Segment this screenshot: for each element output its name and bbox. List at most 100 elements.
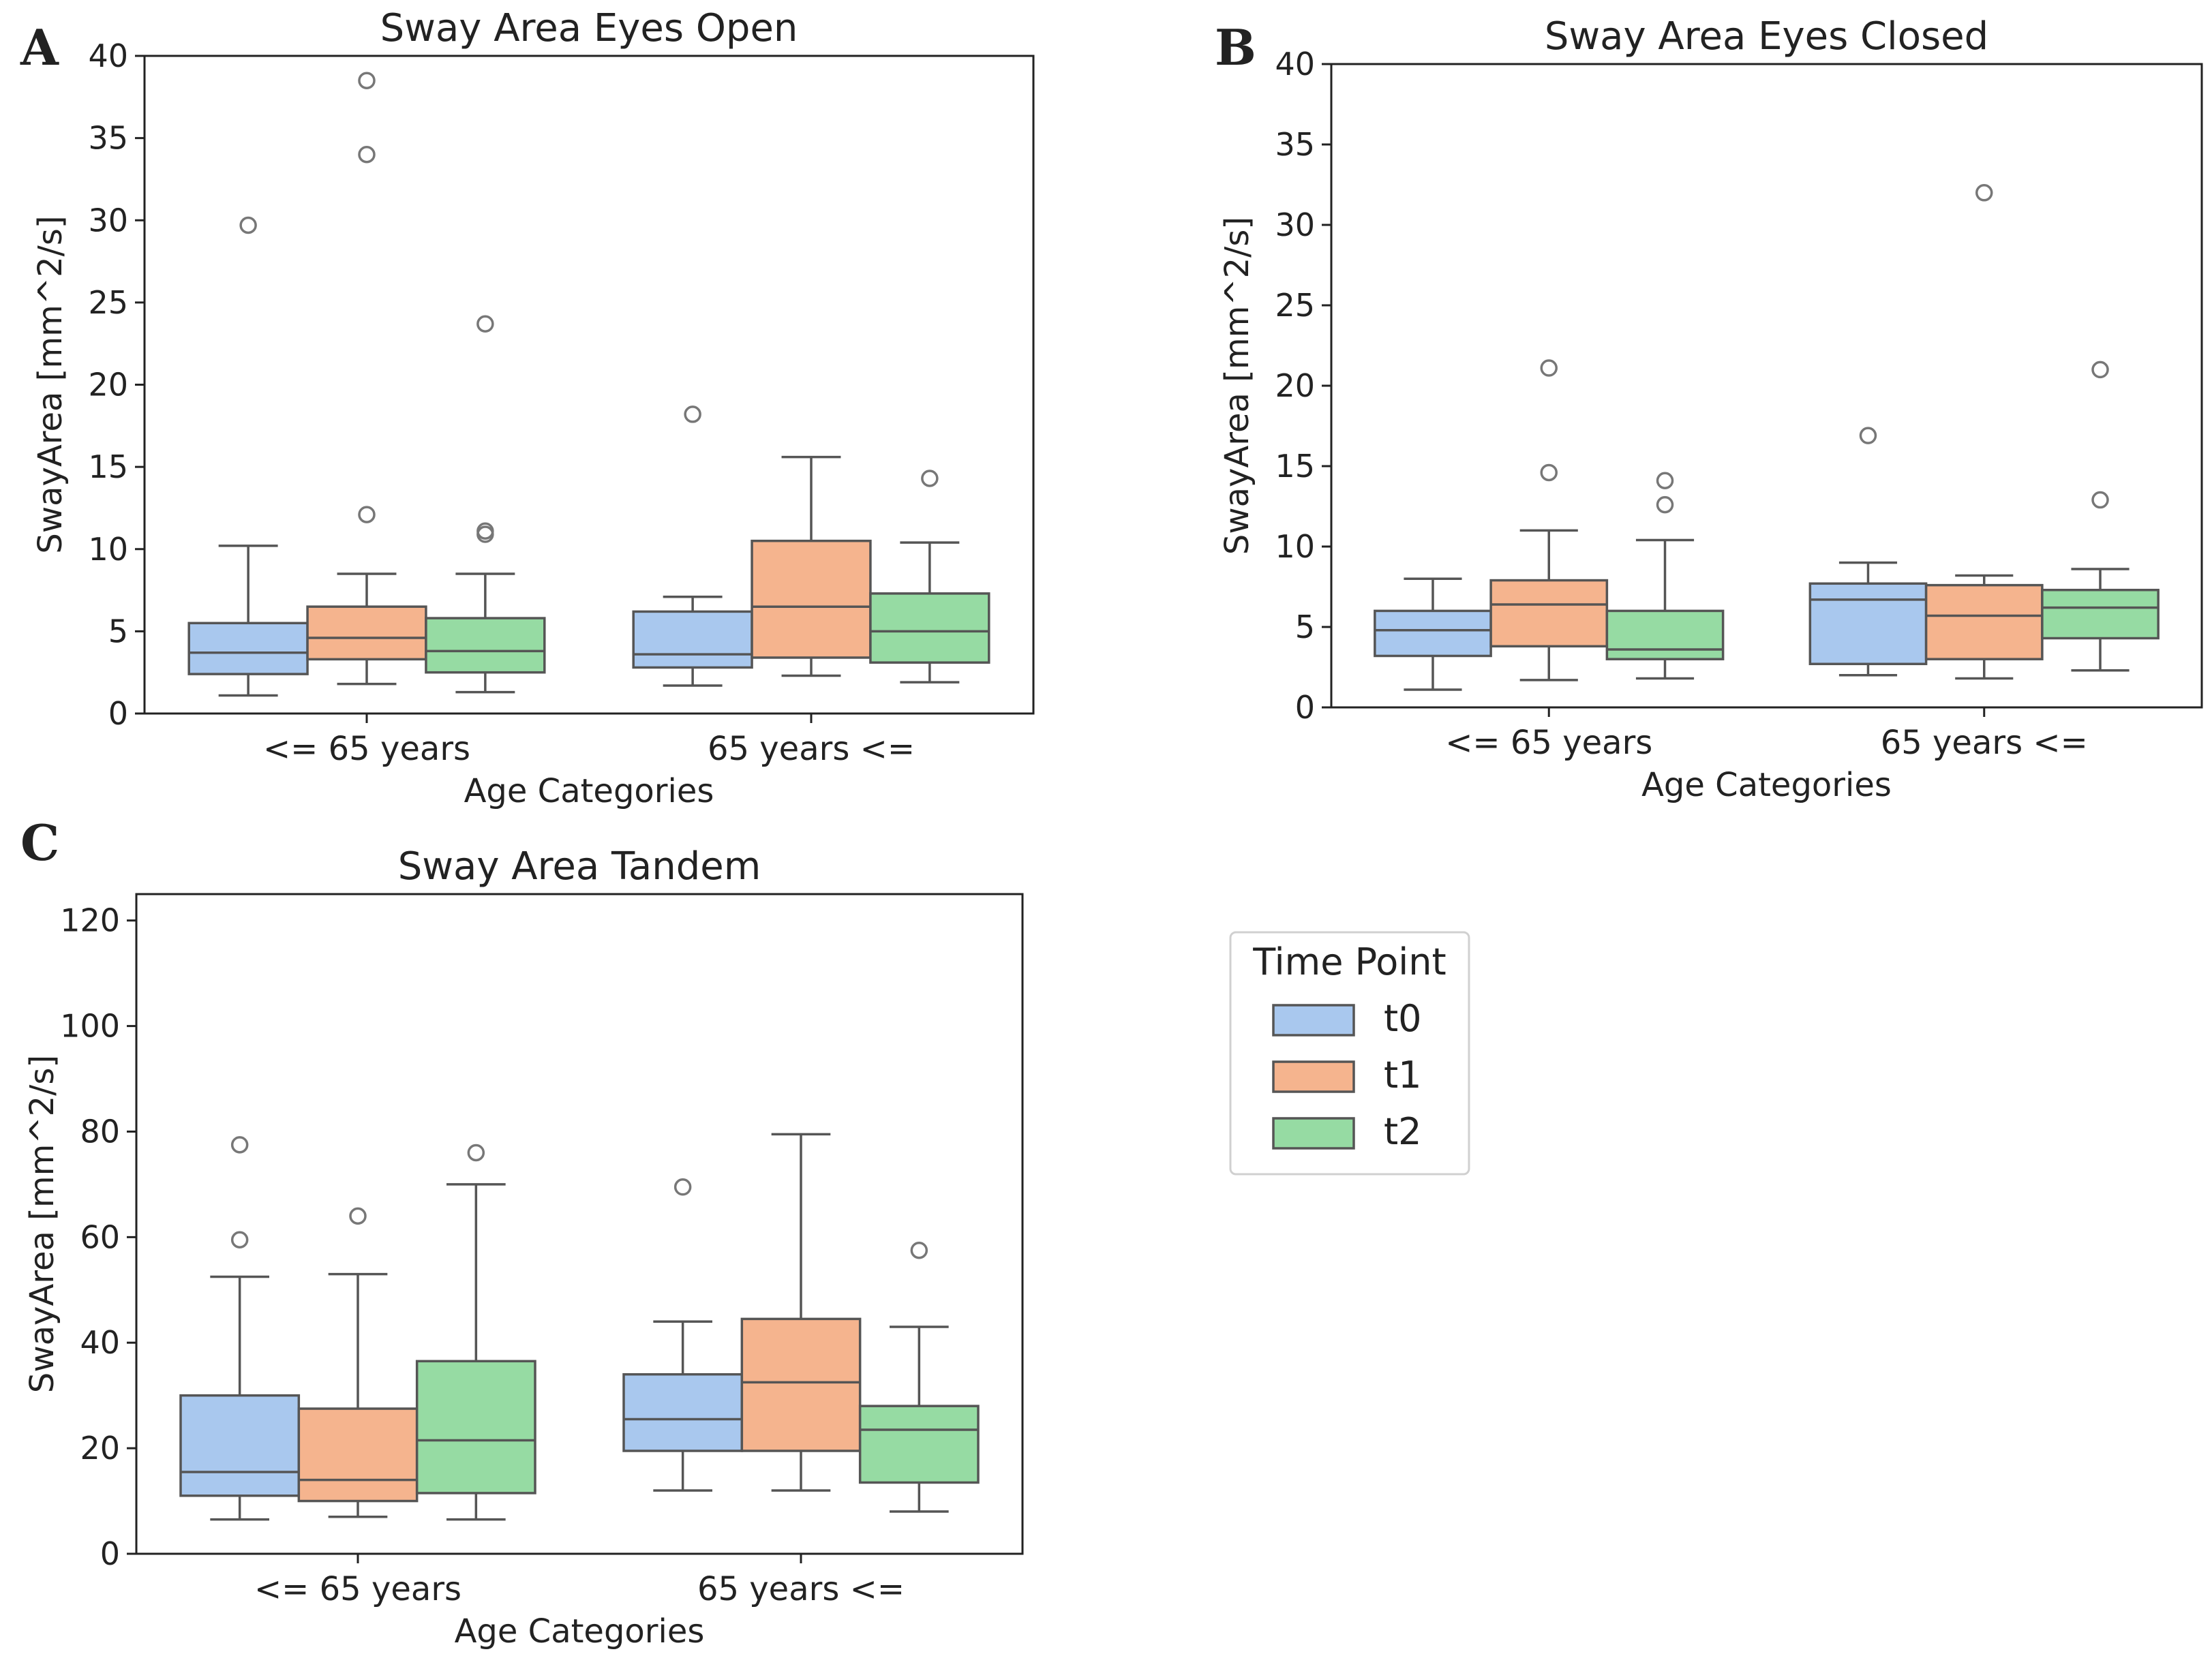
legend-item-t0: t0 <box>1272 997 1422 1040</box>
panel-letter: C <box>20 814 59 872</box>
chart-title: Sway Area Eyes Open <box>380 6 798 50</box>
y-tick-label: 20 <box>1275 367 1315 404</box>
box-iqr <box>2041 588 2160 640</box>
y-tick-label: 25 <box>1275 287 1315 324</box>
box-iqr <box>1924 583 2044 660</box>
box-t1-group-0 <box>1489 359 1609 681</box>
box-iqr <box>1605 609 1725 660</box>
legend-item-t1: t1 <box>1272 1054 1422 1097</box>
plot-frame <box>135 893 1024 1555</box>
chart-panel-a: A Sway Area Eyes Open 0 5 10 15 20 25 30 35 40 <= 6… <box>20 6 1035 810</box>
box-iqr <box>1489 579 1609 648</box>
outlier-point <box>1656 472 1674 489</box>
legend-label: t1 <box>1384 1054 1422 1097</box>
y-tick-label: 0 <box>1295 689 1315 726</box>
outlier-point <box>921 470 939 487</box>
legend-swatch <box>1272 1060 1355 1093</box>
box-iqr <box>425 617 546 674</box>
box-t2-group-0 <box>1605 472 1725 680</box>
box-iqr <box>1808 582 1928 666</box>
y-tick-label: 40 <box>88 37 128 74</box>
legend-title: Time Point <box>1252 940 1446 983</box>
y-tick-label: 35 <box>88 120 128 157</box>
y-axis-label: SwayArea [mm^2/s] <box>23 1055 61 1393</box>
chart-title: Sway Area Tandem <box>398 844 761 889</box>
box-iqr <box>858 1405 980 1484</box>
y-tick-label: 0 <box>108 695 128 732</box>
x-axis-label: Age Categories <box>1641 766 1892 804</box>
outlier-point <box>230 1231 249 1248</box>
outlier-point <box>1656 495 1674 514</box>
box-iqr <box>869 592 990 664</box>
legend: Time Point t0 t1 t2 <box>1229 931 1470 1176</box>
legend-label: t2 <box>1384 1110 1422 1153</box>
box-iqr <box>622 1373 744 1452</box>
y-tick-label: 30 <box>1275 206 1315 243</box>
box-iqr <box>179 1394 301 1497</box>
plot-frame <box>1330 63 2203 709</box>
box-iqr <box>751 539 872 659</box>
outlier-point <box>349 1207 367 1225</box>
outlier-point <box>467 1144 485 1162</box>
box-t2-group-1 <box>858 1241 980 1513</box>
box-t0-group-1 <box>1808 427 1928 677</box>
panel-letter: A <box>20 18 59 76</box>
y-tick-label: 80 <box>80 1113 120 1150</box>
box-t0-group-1 <box>622 1178 744 1492</box>
y-tick-label: 25 <box>88 284 128 321</box>
y-tick-label: 40 <box>80 1324 120 1361</box>
y-tick-label: 5 <box>1295 609 1315 645</box>
x-axis-label: Age Categories <box>455 1612 705 1651</box>
outlier-point <box>476 315 494 333</box>
x-axis-label: Age Categories <box>464 772 714 810</box>
y-tick-label: 5 <box>108 613 128 649</box>
box-t2-group-0 <box>415 1144 536 1521</box>
box-t2-group-1 <box>2041 361 2160 672</box>
y-tick-label: 20 <box>88 367 128 403</box>
outlier-point <box>358 506 376 523</box>
x-tick-label: <= 65 years <box>254 1570 461 1608</box>
box-t2-group-1 <box>869 470 990 684</box>
outlier-point <box>684 405 701 423</box>
box-t1-group-1 <box>751 455 872 677</box>
chart-title: Sway Area Eyes Closed <box>1545 14 1988 59</box>
panel-letter: B <box>1215 18 1256 76</box>
box-iqr <box>632 610 753 669</box>
x-tick-label: 65 years <= <box>697 1570 905 1608</box>
legend-item-t2: t2 <box>1272 1110 1422 1153</box>
box-iqr <box>297 1407 419 1503</box>
box-t0-group-0 <box>187 216 309 697</box>
outlier-point <box>239 216 257 234</box>
box-t0-group-0 <box>179 1136 301 1521</box>
box-t1-group-0 <box>297 1207 419 1518</box>
legend-frame <box>1229 931 1470 1176</box>
box-t0-group-0 <box>1374 577 1492 691</box>
box-t1-group-0 <box>306 72 427 686</box>
y-tick-label: 100 <box>60 1008 120 1045</box>
outlier-point <box>673 1178 692 1196</box>
x-tick-label: <= 65 years <box>1445 724 1652 762</box>
chart-panel-b: B Sway Area Eyes Closed 0 5 10 15 20 25 30 35 40 <=… <box>1215 14 2203 804</box>
outlier-point <box>358 146 376 164</box>
box-iqr <box>415 1360 536 1494</box>
legend-swatch <box>1272 1004 1355 1037</box>
x-tick-label: <= 65 years <box>263 730 470 768</box>
box-iqr <box>306 605 427 661</box>
x-tick-label: 65 years <= <box>708 730 915 768</box>
y-axis-label: SwayArea [mm^2/s] <box>31 215 70 553</box>
box-iqr <box>1374 609 1492 658</box>
box-iqr <box>740 1317 862 1452</box>
box-iqr <box>187 622 309 675</box>
outlier-point <box>2091 491 2109 509</box>
outlier-point <box>1540 463 1558 482</box>
outlier-point <box>230 1136 249 1154</box>
y-tick-label: 15 <box>1275 448 1315 485</box>
chart-panel-c: C Sway Area Tandem 0 20 40 60 80 100 120 <= 65 ye… <box>20 814 1024 1651</box>
outlier-point <box>358 72 376 89</box>
y-tick-label: 15 <box>88 448 128 485</box>
box-t2-group-0 <box>425 315 546 694</box>
y-tick-label: 20 <box>80 1430 120 1467</box>
y-tick-label: 120 <box>60 902 120 939</box>
outlier-point <box>476 522 494 540</box>
